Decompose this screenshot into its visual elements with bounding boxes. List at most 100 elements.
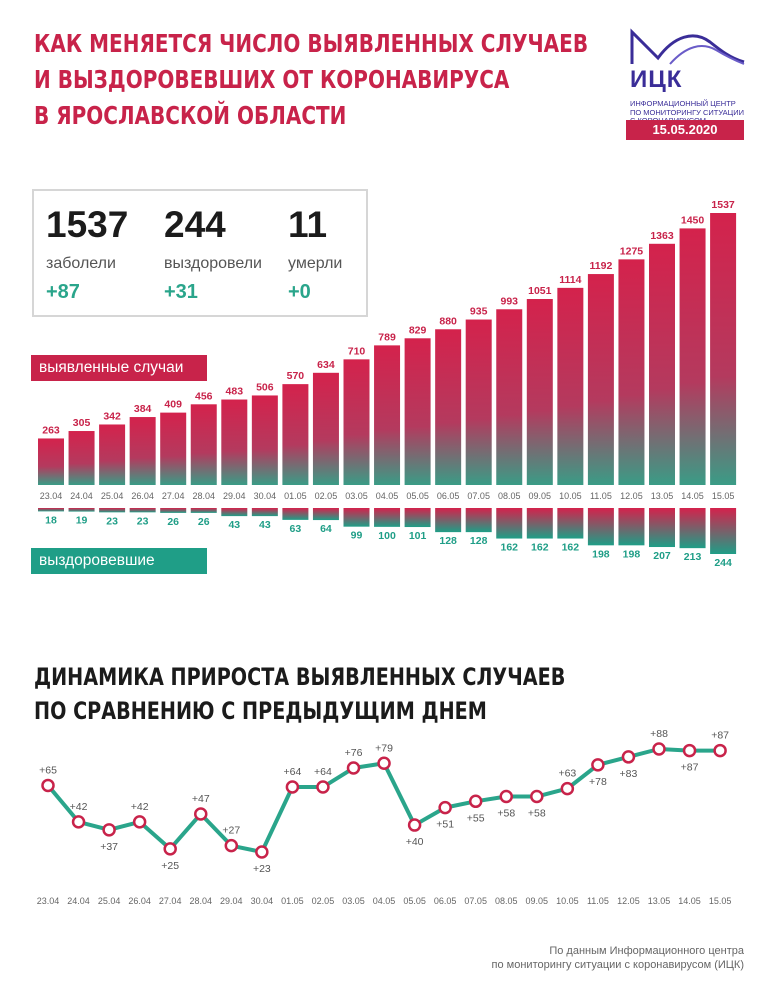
cases-value-label: 483 [226,386,244,398]
date-tick-label: 26.04 [131,491,154,501]
date-tick-label: 09.05 [529,491,552,501]
date-tick-label: 27.04 [162,491,185,501]
growth-value-label: +47 [192,793,210,805]
section2-title-line: ПО СРАВНЕНИЮ С ПРЕДЫДУЩИМ ДНЕМ [34,697,487,725]
growth-point [499,789,513,804]
growth-date-label: 04.05 [373,896,396,906]
recovered-value-label: 26 [167,516,179,528]
date-tick-label: 10.05 [559,491,582,501]
growth-value-label: +64 [314,766,332,778]
growth-date-label: 07.05 [464,896,487,906]
growth-line-chart: +65 23.04 +42 24.04 +37 25.04 +42 26.04 +25 27.04… [37,728,732,906]
growth-date-label: 09.05 [526,896,549,906]
cases-bar [38,438,64,485]
date-tick-label: 29.04 [223,491,246,501]
cases-bar [129,417,156,485]
growth-point [224,838,239,853]
growth-point [316,780,330,794]
recovered-bar [526,508,553,539]
cases-value-label: 1192 [590,260,613,272]
growth-date-label: 15.05 [709,896,732,906]
recovered-bar [129,508,156,513]
recovered-value-label: 19 [76,515,88,527]
growth-value-label: +64 [283,766,301,778]
date-tick-label: 02.05 [315,491,338,501]
cases-bar [618,259,645,485]
date-tick-label: 14.05 [681,491,704,501]
cases-bar [649,243,675,485]
cases-bar [99,424,126,485]
recovered-bar [38,508,64,512]
cases-value-label: 409 [164,399,182,411]
logo-subtitle-line: Информационный центр [630,99,736,108]
stat-infected-delta: +87 [46,281,80,303]
cases-value-label: 1275 [620,245,644,257]
growth-date-label: 23.04 [37,896,60,906]
cases-bar [343,359,370,485]
source-note: По данным Информационного центра по мони… [492,944,744,972]
recovered-value-label: 128 [470,535,488,547]
growth-value-label: +37 [100,841,118,853]
main-title-line: В ЯРОСЛАВСКОЙ ОБЛАСТИ [34,101,347,130]
recovered-value-label: 162 [562,542,580,554]
recovered-bar [282,508,309,520]
date-tick-label: 13.05 [651,491,674,501]
stat-died-value: 11 [288,204,328,245]
growth-date-label: 01.05 [281,896,304,906]
recovered-bar [587,508,614,546]
source-line: По данным Информационного центра [549,945,744,957]
legend-recovered: выздоровевшие [31,548,207,574]
cases-bar [526,299,553,485]
cases-bar [496,309,523,485]
stat-died-label: умерли [288,255,343,272]
summary-box: 1537 заболели +87 244 выздоровели +31 11… [32,189,368,317]
growth-value-label: +83 [620,768,638,780]
growth-date-label: 14.05 [678,896,701,906]
recovered-bar [465,508,492,533]
growth-value-label: +63 [558,768,576,780]
date-tick-label: 04.05 [376,491,399,501]
growth-value-label: +76 [345,747,363,759]
recovered-value-label: 101 [409,530,427,542]
recovered-value-label: 207 [653,550,671,562]
recovered-bar [404,508,431,528]
cases-value-label: 506 [256,381,274,393]
growth-value-label: +42 [70,801,88,813]
cases-value-label: 342 [103,410,121,422]
recovered-value-label: 198 [592,548,610,560]
cases-value-label: 993 [500,295,518,307]
growth-point [41,778,55,793]
growth-date-label: 03.05 [342,896,365,906]
recovered-bar [99,508,126,513]
growth-value-label: +42 [131,801,149,813]
main-title-line: И ВЫЗДОРОВЕВШИХ ОТ КОРОНАВИРУСА [34,65,510,94]
growth-point [377,756,391,771]
growth-value-label: +87 [681,762,699,774]
cases-bar [557,287,584,485]
cases-bar [465,319,492,485]
recovered-bar [496,508,523,539]
cases-bar [404,338,431,485]
growth-date-label: 12.05 [617,896,640,906]
cases-value-label: 1537 [711,199,735,211]
cases-value-label: 935 [470,306,488,318]
growth-point [652,742,666,756]
source-line: по мониторингу ситуации с коронавирусом … [491,959,744,971]
cases-bar [68,431,95,485]
growth-value-label: +25 [161,860,179,872]
growth-value-label: +78 [589,776,607,788]
cases-bar [282,384,309,485]
growth-point [102,823,116,837]
cases-value-label: 570 [287,370,305,382]
date-tick-label: 06.05 [437,491,460,501]
recovered-value-label: 63 [290,523,302,535]
report-date: 15.05.2020 [626,120,744,140]
stat-infected-label: заболели [46,255,116,272]
recovered-bars: 18 19 23 23 26 26 43 43 63 64 99 100 101 128 128 162 162… [38,508,737,569]
cases-bar [251,395,278,485]
date-tick-label: 30.04 [254,491,277,501]
growth-point [255,845,269,859]
stat-recovered-value: 244 [164,204,226,245]
growth-date-label: 06.05 [434,896,457,906]
recovered-bar [649,508,675,548]
